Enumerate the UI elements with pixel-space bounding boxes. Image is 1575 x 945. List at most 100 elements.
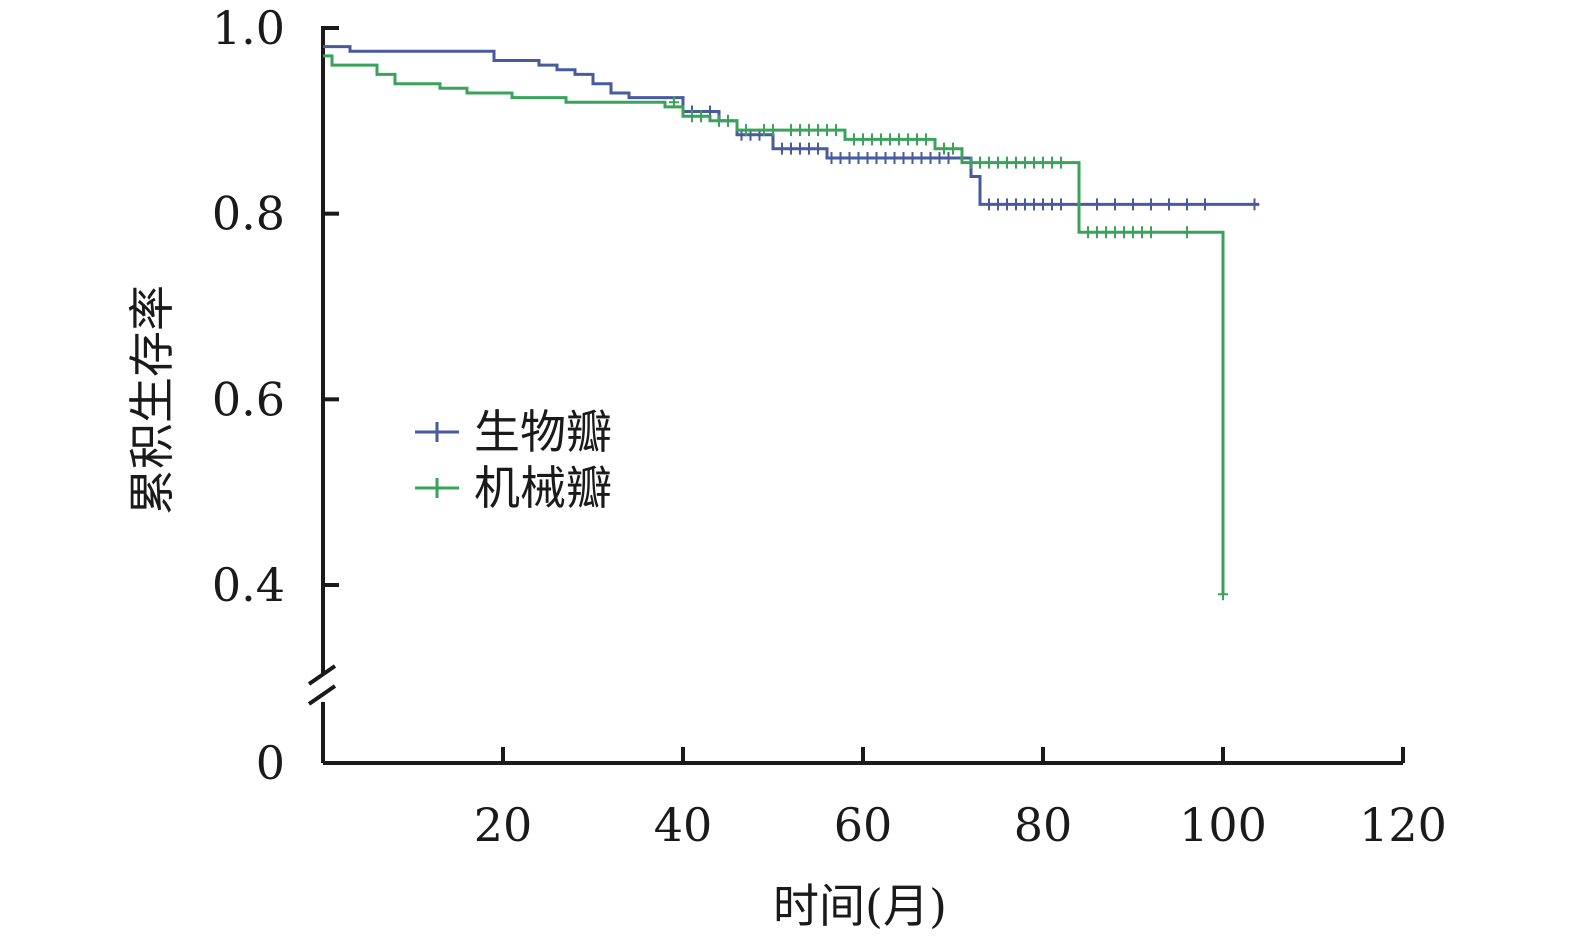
series-2: [323, 54, 1228, 601]
censor-mark: [1092, 198, 1102, 211]
censor-mark: [1038, 198, 1048, 211]
censor-mark: [844, 151, 855, 164]
censor-mark: [1182, 198, 1192, 211]
legend-marker: [415, 478, 459, 498]
censor-mark: [858, 133, 868, 146]
censor-mark: [943, 151, 954, 164]
censor-mark: [849, 133, 859, 146]
x-tick-label: 100: [1179, 798, 1267, 852]
censor-mark: [1056, 198, 1066, 211]
censor-mark: [822, 124, 832, 137]
censor-mark: [768, 124, 778, 137]
x-tick-label: 60: [834, 798, 893, 852]
censor-mark: [714, 114, 724, 127]
censor-mark: [916, 151, 927, 164]
y-tick-label: 0.4: [212, 558, 285, 612]
censor-mark: [813, 142, 823, 155]
censor-mark: [1110, 198, 1120, 211]
axes: [307, 26, 1403, 765]
censor-mark: [777, 142, 787, 155]
censor-mark: [1101, 226, 1111, 239]
censor-mark: [1164, 198, 1174, 211]
censor-mark: [907, 151, 918, 164]
censor-mark: [1083, 226, 1093, 239]
censor-mark: [934, 151, 945, 164]
y-tick-label: 0.8: [212, 187, 285, 241]
censor-mark: [1020, 156, 1030, 169]
censor-mark: [871, 151, 882, 164]
censor-mark: [966, 156, 976, 169]
censor-mark: [786, 124, 796, 137]
censor-mark: [1146, 198, 1156, 211]
censor-mark: [1137, 226, 1147, 239]
censor-mark: [669, 96, 679, 109]
censor-mark: [921, 133, 931, 146]
censor-mark: [1182, 226, 1192, 239]
censor-mark: [1047, 156, 1057, 169]
censor-mark: [1200, 198, 1210, 211]
censor-mark: [1011, 198, 1021, 211]
censor-mark: [1249, 198, 1260, 211]
y-tick-label: 0: [256, 736, 285, 790]
censor-mark: [1047, 198, 1057, 211]
censor-mark: [894, 133, 904, 146]
censor-mark: [1119, 226, 1129, 239]
censor-mark: [889, 151, 900, 164]
censor-mark: [993, 198, 1003, 211]
censor-mark: [993, 156, 1003, 169]
censor-mark: [741, 124, 751, 137]
x-axis-title: 时间(月): [773, 879, 947, 933]
x-tick-label: 80: [1014, 798, 1073, 852]
ticks: 0 0.4 0.6 0.8 1.0 20 40 60 80 100 120: [212, 1, 1447, 852]
censor-mark: [687, 110, 697, 123]
censor-mark: [835, 151, 846, 164]
censor-mark: [1218, 588, 1228, 601]
censor-mark: [975, 156, 985, 169]
censor-mark: [876, 133, 886, 146]
censor-mark: [898, 151, 909, 164]
censor-mark: [1128, 226, 1138, 239]
axis-break-mark: [307, 664, 337, 686]
censor-mark: [696, 110, 706, 123]
y-tick-label: 1.0: [212, 1, 285, 55]
censor-mark: [984, 156, 994, 169]
x-tick-label: 120: [1359, 798, 1447, 852]
censor-mark: [1092, 226, 1102, 239]
censor-mark: [885, 133, 895, 146]
censor-mark: [912, 133, 922, 146]
censor-mark: [1146, 226, 1156, 239]
axis-break-mark: [307, 684, 337, 706]
x-tick-label: 20: [474, 798, 533, 852]
series-group: [323, 45, 1260, 601]
series-line: [323, 45, 1259, 206]
legend-marker: [415, 422, 459, 442]
censor-mark: [786, 142, 796, 155]
censor-mark: [1020, 198, 1030, 211]
censor-mark: [795, 124, 805, 137]
censor-mark: [1002, 198, 1012, 211]
censor-mark: [1011, 156, 1021, 169]
censor-mark: [880, 151, 891, 164]
censor-mark: [1029, 198, 1039, 211]
censor-mark: [1029, 156, 1039, 169]
censor-mark: [1056, 156, 1066, 169]
censor-mark: [831, 124, 841, 137]
censor-mark: [1038, 156, 1048, 169]
censor-mark: [867, 133, 877, 146]
censor-mark: [1002, 156, 1012, 169]
censor-mark: [1110, 226, 1120, 239]
censor-mark: [939, 142, 949, 155]
censor-mark: [804, 124, 814, 137]
censor-mark: [813, 124, 823, 137]
censor-mark: [948, 142, 958, 155]
censor-mark: [1128, 198, 1138, 211]
censor-mark: [759, 124, 769, 137]
censor-mark: [925, 151, 936, 164]
censor-mark: [804, 142, 814, 155]
censor-mark: [853, 151, 864, 164]
legend-label: 机械瓣: [474, 461, 612, 515]
censor-mark: [826, 151, 837, 164]
x-tick-label: 40: [654, 798, 713, 852]
